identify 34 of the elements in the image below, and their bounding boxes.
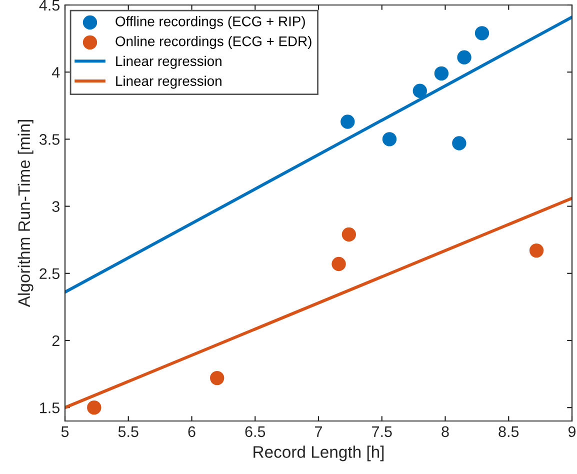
point: [529, 243, 544, 258]
y-tick-label: 3.5: [39, 134, 60, 145]
x-tick-label: 7: [315, 426, 322, 437]
x-tick-label: 6.5: [245, 426, 266, 438]
x-tick-label: 9: [568, 426, 576, 438]
point: [452, 136, 466, 150]
legend-label: Online recordings (ECG + EDR): [116, 36, 312, 49]
y-tick-label: 3: [52, 201, 60, 212]
point: [382, 132, 397, 146]
point: [210, 370, 224, 386]
x-tick-label: 7.5: [372, 426, 392, 438]
y-tick-label: 1.5: [40, 402, 60, 414]
x-tick-label: 8.5: [498, 426, 519, 438]
y-axis-title: Algorithm Run-Time [min]: [18, 120, 34, 308]
x-tick-label: 6: [188, 426, 196, 438]
x-tick-label: 5.5: [118, 426, 138, 438]
point: [474, 26, 490, 40]
x-tick-label: 8: [442, 426, 449, 438]
y-tick-label: 2.5: [40, 268, 60, 280]
legend-label: Linear regression: [116, 76, 222, 89]
point: [340, 114, 355, 129]
point: [412, 84, 427, 98]
y-tick-label: 4: [52, 67, 60, 78]
x-tick-label: 5: [61, 426, 69, 438]
point: [87, 400, 102, 415]
legend-label: Linear regression: [116, 56, 222, 69]
point: [342, 227, 356, 242]
point: [434, 66, 449, 81]
y-tick-label: 2: [52, 335, 60, 346]
x-axis-title: Record Length [h]: [254, 446, 384, 462]
y-tick-label: 4.5: [39, 0, 60, 11]
point: [457, 50, 472, 64]
legend-label: Offline recordings (ECG + RIP): [116, 16, 305, 30]
point: [332, 256, 346, 272]
